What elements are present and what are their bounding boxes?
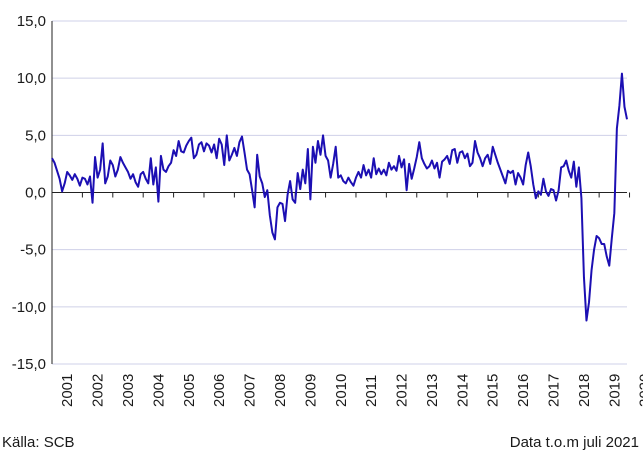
y-tick-label: 0,0 [25, 185, 46, 202]
x-tick-label: 2015 [485, 374, 502, 407]
y-tick-label: 10,0 [17, 70, 46, 87]
x-tick-label: 2020 [637, 374, 643, 407]
x-tick-label: 2006 [211, 374, 228, 407]
x-tick-label: 2010 [333, 374, 350, 407]
x-tick-label: 2019 [606, 374, 623, 407]
x-tick-label: 2008 [272, 374, 289, 407]
y-tick-label: -10,0 [12, 299, 46, 316]
y-axis: -15,0 -10,0 -5,0 0,0 5,0 10,0 15,0 [12, 13, 53, 373]
x-tick-label: 2001 [59, 374, 76, 407]
x-tick-label: 2007 [242, 374, 259, 407]
x-tick-label: 2005 [181, 374, 198, 407]
x-tick-label: 2013 [424, 374, 441, 407]
gridlines [52, 20, 627, 365]
series-line [51, 72, 628, 322]
x-axis: 2001 2002 2003 2004 2005 2006 2007 2008 2009 2010… [51, 192, 643, 407]
series-group [51, 72, 628, 322]
y-tick-label: -15,0 [12, 356, 46, 373]
x-tick-label: 2017 [546, 374, 563, 407]
data-note: Data t.o.m juli 2021 [509, 434, 639, 451]
source-label: Källa: SCB [2, 434, 75, 451]
x-tick-label: 2009 [302, 374, 319, 407]
y-tick-label: 15,0 [17, 13, 46, 30]
x-tick-label: 2002 [90, 374, 107, 407]
x-tick-label: 2018 [576, 374, 593, 407]
x-tick-label: 2004 [150, 374, 167, 407]
x-tick-label: 2014 [454, 374, 471, 407]
x-tick-label: 2011 [363, 375, 380, 407]
y-tick-label: -5,0 [20, 242, 46, 259]
x-tick-label: 2012 [394, 374, 411, 407]
x-tick-label: 2016 [515, 374, 532, 407]
y-tick-label: 5,0 [25, 127, 46, 144]
x-tick-label: 2003 [120, 374, 137, 407]
